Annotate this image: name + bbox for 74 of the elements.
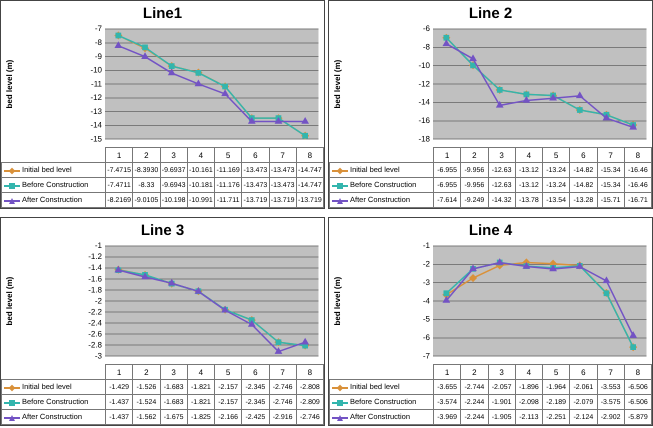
y-tick-label: -10: [90, 66, 103, 75]
x-tick-label: 2: [460, 148, 488, 162]
x-tick-label: 2: [132, 364, 160, 380]
x-tick-label: 3: [488, 148, 516, 162]
x-tick-label: 3: [160, 364, 188, 380]
x-tick-label: 5: [214, 148, 242, 162]
x-tick-label: 3: [160, 148, 188, 162]
x-tick-label: 4: [187, 364, 214, 380]
y-tick-label: -5: [422, 314, 431, 324]
y-tick-label: -8: [94, 38, 103, 47]
y-tick-label: -16: [418, 116, 431, 126]
x-tick-label: 2: [460, 364, 488, 380]
x-tick-label: 8: [296, 364, 324, 380]
x-tick-label: 3: [488, 364, 516, 380]
x-tick-label: 1: [106, 364, 133, 380]
x-tick-label: 6: [570, 364, 597, 380]
y-tick-label: -12: [90, 93, 103, 102]
y-tick-label: -2.4: [88, 318, 103, 328]
y-tick-label: -3: [94, 351, 103, 360]
y-tick-label: -2: [94, 296, 103, 306]
chart-title: Line1: [142, 5, 182, 22]
x-tick-label: 6: [242, 364, 269, 380]
chart-title: Line 4: [468, 222, 513, 240]
y-tick-label: -2.6: [88, 329, 103, 338]
x-tick-label: 7: [269, 364, 296, 380]
y-axis-title: bed level (m): [5, 59, 14, 109]
chart-title: Line 3: [140, 222, 184, 240]
y-tick-label: -18: [418, 134, 431, 144]
y-tick-label: -14: [90, 120, 103, 130]
y-tick-label: -2.2: [88, 307, 103, 316]
x-tick-label: 7: [597, 364, 624, 380]
x-tick-label: 2: [132, 148, 160, 162]
y-tick-label: -7: [422, 351, 431, 360]
x-tick-label: 4: [515, 148, 542, 162]
x-tick-label: 8: [296, 148, 324, 162]
y-tick-label: -3: [422, 278, 431, 287]
y-tick-label: -11: [91, 79, 103, 88]
y-tick-label: -1.6: [88, 274, 103, 284]
y-tick-label: -9: [94, 52, 103, 61]
y-tick-label: -12: [418, 79, 431, 88]
y-tick-label: -8: [422, 42, 431, 52]
y-axis-title: bed level (m): [333, 276, 342, 326]
y-tick-label: -10: [418, 60, 431, 70]
y-tick-label: -2: [422, 260, 431, 269]
x-tick-label: 7: [597, 148, 624, 162]
y-tick-label: -7: [94, 24, 103, 34]
x-tick-label: 7: [269, 148, 296, 162]
x-tick-label: 4: [515, 364, 542, 380]
y-axis-title: bed level (m): [5, 276, 14, 326]
y-tick-label: -1: [422, 241, 431, 250]
y-tick-label: -13: [90, 106, 103, 116]
y-tick-label: -2.8: [88, 340, 103, 350]
y-axis-title: bed level (m): [333, 59, 342, 109]
x-tick-label: 1: [434, 148, 461, 162]
y-tick-label: -1.2: [88, 252, 103, 262]
x-tick-label: 5: [542, 364, 570, 380]
y-tick-label: -1.4: [88, 263, 103, 272]
x-tick-label: 1: [434, 364, 461, 380]
x-tick-label: 4: [187, 148, 214, 162]
y-tick-label: -4: [422, 296, 431, 306]
y-tick-label: -6: [422, 333, 431, 342]
x-tick-label: 5: [542, 148, 570, 162]
x-tick-label: 8: [624, 148, 652, 162]
y-tick-label: -15: [90, 134, 103, 144]
y-tick-label: -14: [418, 98, 431, 107]
x-tick-label: 1: [106, 148, 133, 162]
x-tick-label: 8: [624, 364, 652, 380]
y-tick-label: -1.8: [88, 285, 103, 294]
x-tick-label: 5: [214, 364, 242, 380]
y-tick-label: -1: [94, 241, 103, 250]
x-tick-label: 6: [242, 148, 269, 162]
y-tick-label: -6: [422, 24, 431, 34]
chart-title: Line 2: [468, 5, 512, 22]
x-tick-label: 6: [570, 148, 597, 162]
